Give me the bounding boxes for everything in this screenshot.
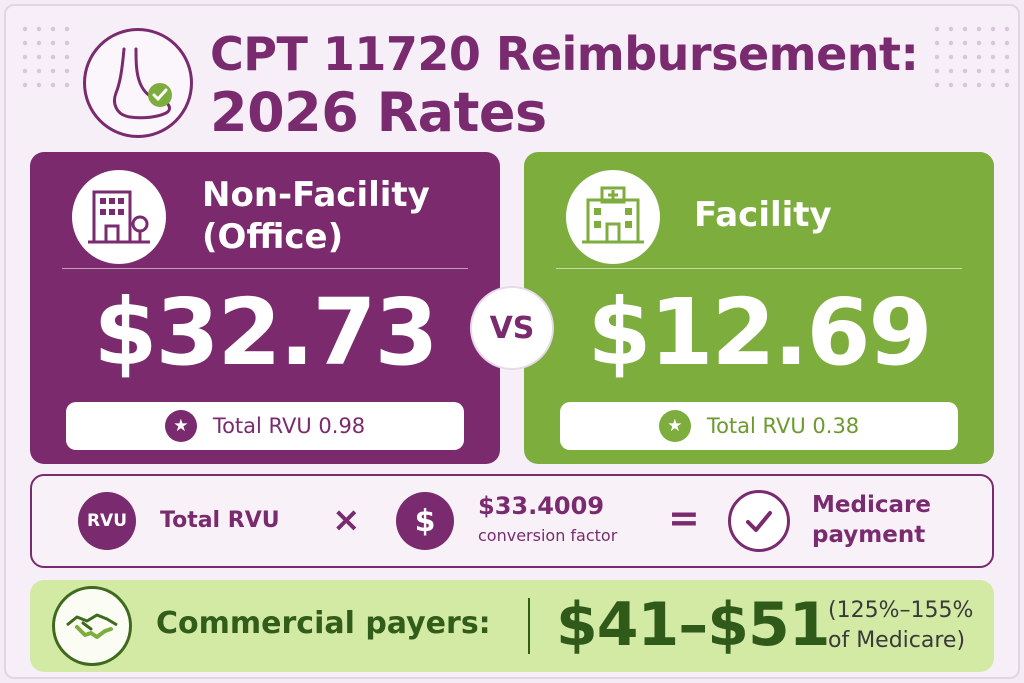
medicare-payment-line-2: payment xyxy=(812,522,926,548)
non-facility-rvu-pill: ★ Total RVU 0.98 xyxy=(66,402,464,450)
rvu-badge-icon: RVU xyxy=(78,492,136,550)
facility-rvu-pill: ★ Total RVU 0.38 xyxy=(560,402,958,450)
conversion-factor-label: conversion factor xyxy=(478,526,618,545)
facility-price: $12.69 xyxy=(587,279,932,386)
non-facility-price: $32.73 xyxy=(93,279,438,386)
non-facility-heading-line-2: (Office) xyxy=(202,217,344,257)
facility-card: Facility $12.69 ★ Total RVU 0.38 xyxy=(524,152,994,464)
equals-sign: = xyxy=(668,496,700,540)
non-facility-heading-line-1: Non-Facility xyxy=(202,175,430,215)
medicare-formula: RVU Total RVU × $ $33.4009 conversion fa… xyxy=(30,474,994,568)
commercial-range: $41–$51 xyxy=(556,590,830,660)
divider xyxy=(62,268,468,269)
handshake-icon xyxy=(52,586,132,666)
facility-heading: Facility xyxy=(694,195,832,235)
divider xyxy=(528,598,530,654)
dollar-icon: $ xyxy=(396,492,454,550)
medicare-payment-label: Medicare payment xyxy=(812,490,931,550)
total-rvu-label: Total RVU xyxy=(160,508,280,533)
facility-rvu-label: Total RVU 0.38 xyxy=(706,414,860,438)
page-title: CPT 11720 Reimbursement: 2026 Rates xyxy=(210,26,919,144)
vs-badge: VS xyxy=(470,286,554,370)
checkmark-icon xyxy=(728,490,790,552)
office-building-icon xyxy=(72,170,166,264)
hospital-icon xyxy=(566,170,660,264)
commercial-payers-banner: Commercial payers: $41–$51 (125%–155% of… xyxy=(30,580,994,672)
commercial-note-line-1: (125%–155% xyxy=(828,598,974,623)
multiply-sign: × xyxy=(332,500,361,540)
medicare-payment-line-1: Medicare xyxy=(812,492,931,518)
title-line-2: 2026 Rates xyxy=(210,81,547,144)
divider xyxy=(556,268,962,269)
conversion-factor-value: $33.4009 xyxy=(478,492,605,520)
decorative-dots xyxy=(18,22,78,92)
non-facility-rvu-label: Total RVU 0.98 xyxy=(212,414,366,438)
commercial-payers-label: Commercial payers: xyxy=(156,606,491,641)
title-line-1: CPT 11720 Reimbursement: xyxy=(210,27,919,81)
commercial-note: (125%–155% of Medicare) xyxy=(828,596,973,656)
non-facility-heading: Non-Facility (Office) xyxy=(202,174,430,258)
star-icon: ★ xyxy=(658,410,691,442)
non-facility-card: Non-Facility (Office) $32.73 ★ Total RVU… xyxy=(30,152,500,464)
star-icon: ★ xyxy=(164,410,197,442)
foot-check-icon xyxy=(83,28,193,138)
commercial-note-line-2: of Medicare) xyxy=(828,628,966,653)
decorative-dots xyxy=(930,22,1010,92)
